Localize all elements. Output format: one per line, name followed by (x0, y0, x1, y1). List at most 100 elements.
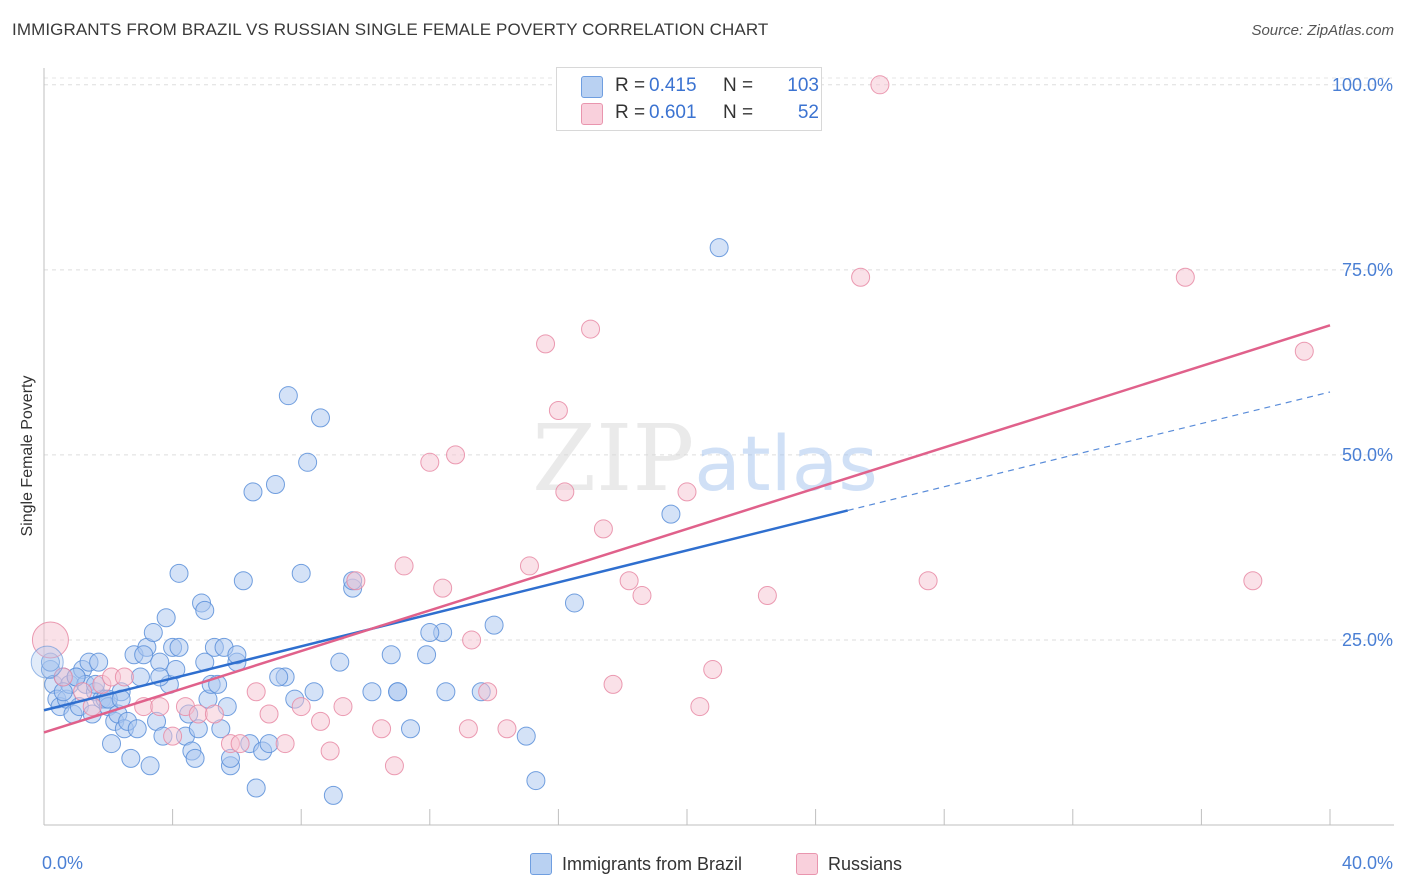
legend-r-label: R = (615, 102, 646, 123)
brazil-point (709, 238, 729, 258)
brazil-point (484, 615, 504, 635)
brazil-trend-extension (847, 391, 1331, 511)
russians-point (619, 571, 639, 591)
brazil-point (185, 748, 205, 768)
russians-point (458, 719, 478, 739)
russians-point (188, 704, 208, 724)
russians-point (703, 660, 723, 680)
russians-point (275, 734, 295, 754)
brazil-point (388, 682, 408, 702)
brazil-point (156, 608, 176, 628)
russians-point (519, 556, 539, 576)
russians-point (384, 756, 404, 776)
brazil-point (330, 652, 350, 672)
brazil-point (304, 682, 324, 702)
russians-point (394, 556, 414, 576)
y-tick-label: 50.0% (1342, 445, 1393, 465)
russians-point (204, 704, 224, 724)
russians-point (677, 482, 697, 502)
brazil-point (381, 645, 401, 665)
brazil-point (243, 482, 263, 502)
russians-point (1243, 571, 1263, 591)
russians-point (310, 711, 330, 731)
legend-n-label: N = (723, 102, 754, 123)
russians-point (603, 674, 623, 694)
brazil-point (269, 667, 289, 687)
russians-point (478, 682, 498, 702)
russians-point (31, 621, 69, 659)
russians-point (690, 697, 710, 717)
brazil-point (526, 771, 546, 791)
russians-point (372, 719, 392, 739)
brazil-point (265, 475, 285, 495)
russians-point (259, 704, 279, 724)
russians-point (420, 452, 440, 472)
brazil-point (246, 778, 266, 798)
brazil-point (516, 726, 536, 746)
legend-n-label: N = (723, 75, 754, 96)
chart-title: IMMIGRANTS FROM BRAZIL VS RUSSIAN SINGLE… (12, 20, 769, 39)
brazil-point (417, 645, 437, 665)
brazil-point (362, 682, 382, 702)
watermark-text: ZIPatlas (532, 405, 878, 512)
brazil-point (233, 571, 253, 591)
watermark-atlas: atlas (694, 419, 878, 508)
brazil-point (89, 652, 109, 672)
brazil-point (30, 645, 64, 679)
russians-point (870, 75, 890, 95)
brazil-point (130, 667, 150, 687)
points-layer (30, 75, 1314, 805)
legend-n-value: 52 (797, 102, 819, 123)
correlation-legend: R = 0.415 N = 103 R = 0.601 N = 52 (556, 67, 822, 131)
russians-point (757, 586, 777, 606)
russians-point (593, 519, 613, 539)
chart-source: Source: ZipAtlas.com (1251, 22, 1394, 39)
russians-point (163, 726, 183, 746)
legend-swatch-brazil (581, 76, 603, 98)
brazil-point (102, 734, 122, 754)
tick-label-layer: 25.0% 50.0% 75.0% 100.0% 0.0% 40.0% (42, 75, 1393, 873)
series-swatch-russians (796, 853, 818, 875)
brazil-point (564, 593, 584, 613)
russians-point (246, 682, 266, 702)
legend-r-label: R = (615, 75, 646, 96)
russians-point (497, 719, 517, 739)
series-legend-brazil-label: Immigrants from Brazil (562, 854, 743, 874)
brazil-point (195, 600, 215, 620)
brazil-point (436, 682, 456, 702)
brazil-point (227, 645, 247, 665)
russians-point (1175, 267, 1195, 287)
y-tick-label: 75.0% (1342, 260, 1393, 280)
axis-layer (43, 68, 1394, 826)
brazil-point (140, 756, 160, 776)
russians-point (320, 741, 340, 761)
series-legend: Immigrants from Brazil Russians (0, 852, 1406, 878)
brazil-point (259, 734, 279, 754)
grid-layer (44, 77, 1394, 641)
brazil-point (298, 452, 318, 472)
trend-layer (43, 324, 1331, 734)
brazil-point (401, 719, 421, 739)
brazil-point (143, 623, 163, 643)
russians-point (446, 445, 466, 465)
russians-point (230, 734, 250, 754)
legend-n-value: 103 (787, 75, 819, 96)
russians-point (918, 571, 938, 591)
russians-point (291, 697, 311, 717)
russians-point (851, 267, 871, 287)
russians-point (433, 578, 453, 598)
brazil-point (661, 504, 681, 524)
russians-point (462, 630, 482, 650)
x-tick-label: 0.0% (42, 853, 83, 873)
russians-point (333, 697, 353, 717)
series-swatch-brazil (530, 853, 552, 875)
brazil-point (121, 748, 141, 768)
brazil-point (169, 637, 189, 657)
brazil-point (310, 408, 330, 428)
legend-r-value: 0.415 (649, 75, 697, 96)
russians-point (632, 586, 652, 606)
russians-point (548, 400, 568, 420)
russians-point (114, 667, 134, 687)
legend-swatch-russians (581, 103, 603, 125)
